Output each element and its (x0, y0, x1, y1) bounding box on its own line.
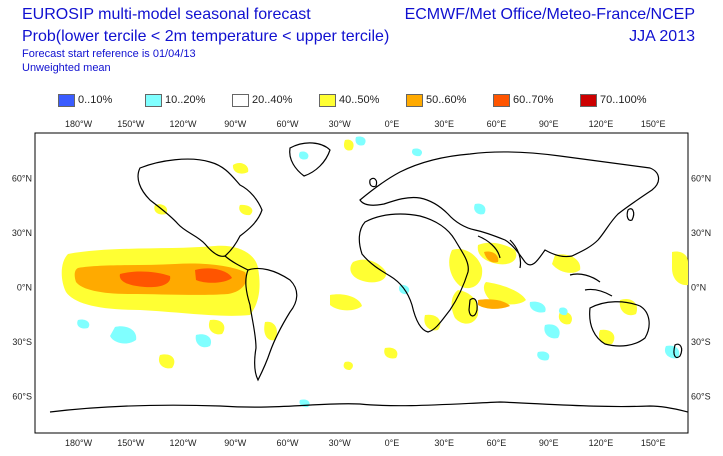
legend-swatch (145, 94, 162, 107)
coastlines (49, 142, 689, 413)
lon-tick-label-bottom: 90°E (539, 438, 559, 448)
legend-swatch (493, 94, 510, 107)
legend-swatch (580, 94, 597, 107)
legend-label: 20..40% (252, 94, 293, 106)
lon-tick-label-top: 120°E (589, 119, 614, 129)
lon-tick-label-bottom: 60°E (487, 438, 507, 448)
lat-tick-label-left: 60°S (12, 392, 32, 402)
lon-tick-label-bottom: 30°W (329, 438, 352, 448)
lon-tick-label-bottom: 0°E (385, 438, 400, 448)
legend-label: 10..20% (165, 94, 206, 106)
legend-swatch (58, 94, 75, 107)
probability-shading (61, 136, 688, 408)
lon-tick-label-bottom: 120°W (169, 438, 197, 448)
legend-label: 70..100% (600, 94, 647, 106)
lon-tick-label-top: 120°W (169, 119, 197, 129)
lon-tick-label-bottom: 150°E (641, 438, 666, 448)
lon-tick-label-bottom: 150°W (117, 438, 145, 448)
lat-tick-label-left: 30°S (12, 337, 32, 347)
lat-tick-label-right: 60°N (691, 173, 711, 183)
season-title: JJA 2013 (629, 28, 695, 45)
lon-tick-label-top: 60°W (276, 119, 299, 129)
lon-tick-label-bottom: 60°W (276, 438, 299, 448)
lon-tick-label-top: 30°E (434, 119, 454, 129)
lat-tick-label-right: 30°S (691, 337, 711, 347)
legend-label: 0..10% (78, 94, 113, 106)
lon-tick-label-bottom: 120°E (589, 438, 614, 448)
lat-tick-label-right: 30°N (691, 228, 711, 238)
lat-tick-label-left: 30°N (12, 228, 32, 238)
centres-title: ECMWF/Met Office/Meteo-France/NCEP (404, 6, 695, 23)
forecast-start-text: Forecast start reference is 01/04/13 (22, 48, 196, 60)
legend-label: 60..70% (513, 94, 554, 106)
lat-tick-label-right: 0°N (691, 283, 706, 293)
lon-tick-label-top: 90°E (539, 119, 559, 129)
lat-tick-label-right: 60°S (691, 392, 711, 402)
lon-tick-label-top: 0°E (385, 119, 400, 129)
lon-tick-label-top: 150°E (641, 119, 666, 129)
legend-label: 40..50% (339, 94, 380, 106)
legend-swatch (232, 94, 249, 107)
map-title-line2: Prob(lower tercile < 2m temperature < up… (22, 28, 390, 45)
weighting-text: Unweighted mean (22, 62, 111, 74)
lon-tick-label-bottom: 30°E (434, 438, 454, 448)
legend-swatch (406, 94, 423, 107)
lon-tick-label-top: 180°W (65, 119, 93, 129)
lon-tick-label-bottom: 90°W (224, 438, 247, 448)
lon-tick-label-top: 30°W (329, 119, 352, 129)
lon-tick-label-top: 90°W (224, 119, 247, 129)
lat-tick-label-left: 0°N (17, 283, 32, 293)
lon-tick-label-top: 150°W (117, 119, 145, 129)
lat-tick-label-left: 60°N (12, 173, 32, 183)
map-title-line1: EUROSIP multi-model seasonal forecast (22, 6, 311, 23)
lon-tick-label-top: 60°E (487, 119, 507, 129)
lon-tick-label-bottom: 180°W (65, 438, 93, 448)
legend-swatch (319, 94, 336, 107)
legend-label: 50..60% (426, 94, 467, 106)
